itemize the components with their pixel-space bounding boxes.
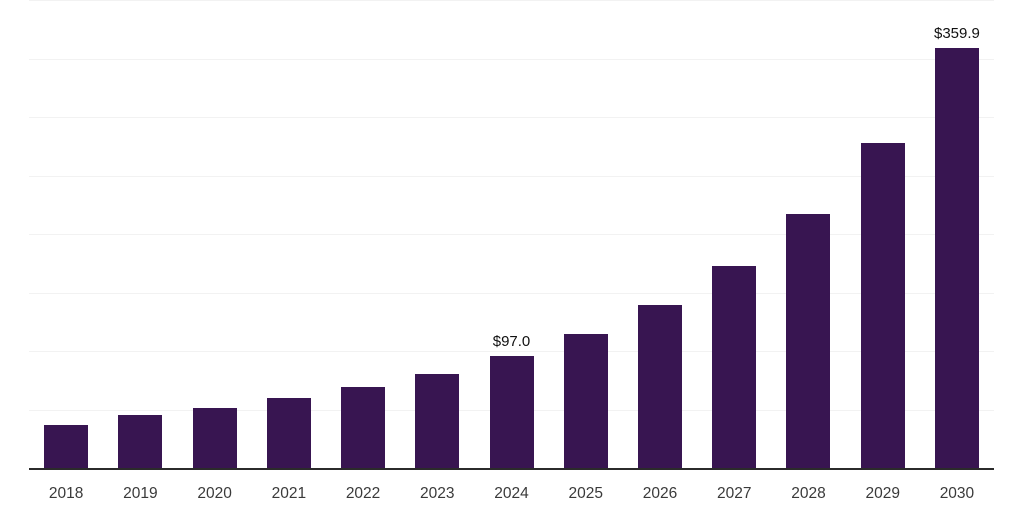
bar-slot-2020 — [177, 1, 251, 469]
bar-2025 — [563, 333, 608, 469]
bar-2029 — [860, 143, 905, 469]
x-axis-line — [29, 468, 994, 470]
bar-2021 — [266, 398, 311, 469]
data-label-2030: $359.9 — [933, 24, 980, 42]
gridline-400 — [29, 0, 994, 1]
bar-slot-2021 — [252, 1, 326, 469]
plot-area: $97.0 $359.9 — [29, 0, 994, 470]
gridline-300 — [29, 117, 994, 118]
gridline-200 — [29, 234, 994, 235]
bars-group: $97.0 $359.9 — [29, 1, 994, 469]
bar-slot-2029 — [846, 1, 920, 469]
x-tick-label-2023: 2023 — [420, 485, 455, 502]
bar-2018 — [44, 425, 89, 469]
data-label-2024: $97.0 — [492, 332, 531, 350]
bar-slot-2024: $97.0 — [474, 1, 548, 469]
x-tick-label-2022: 2022 — [345, 485, 381, 502]
bar-2028 — [786, 213, 831, 469]
bar-slot-2026 — [623, 1, 697, 469]
bar-slot-2030: $359.9 — [920, 1, 994, 469]
x-tick-label-2020: 2020 — [197, 485, 232, 502]
x-tick-label-2029: 2029 — [865, 485, 900, 502]
bar-2030 — [934, 47, 979, 469]
x-tick-label-2018: 2018 — [48, 485, 84, 502]
bar-slot-2027 — [697, 1, 771, 469]
gridline-100 — [29, 351, 994, 352]
gridline-150 — [29, 292, 994, 294]
bar-2019 — [118, 415, 163, 469]
bar-2027 — [712, 266, 757, 469]
gridline-250 — [29, 175, 994, 177]
x-tick-label-2030: 2030 — [939, 485, 975, 502]
bar-2020 — [192, 408, 237, 469]
bar-slot-2019 — [103, 1, 177, 469]
x-tick-label-2027: 2027 — [716, 485, 752, 502]
bar-2023 — [415, 374, 460, 469]
x-tick-label-2024: 2024 — [494, 485, 529, 502]
bar-2024 — [489, 355, 534, 469]
bar-2026 — [637, 305, 682, 469]
x-tick-label-2019: 2019 — [123, 485, 158, 502]
bar-slot-2022 — [326, 1, 400, 469]
bar-slot-2025 — [549, 1, 623, 469]
x-tick-label-2021: 2021 — [271, 485, 307, 502]
bar-slot-2018 — [29, 1, 103, 469]
x-tick-label-2025: 2025 — [568, 485, 603, 502]
bar-slot-2023 — [400, 1, 474, 469]
bar-2022 — [341, 387, 386, 469]
x-axis-tick-labels: 2018 2019 2020 2021 2022 2023 2024 2025 2026 2027… — [29, 470, 994, 502]
bar-slot-2028 — [771, 1, 845, 469]
x-tick-label-2026: 2026 — [642, 485, 678, 502]
x-tick-label-2028: 2028 — [791, 485, 826, 502]
gridline-350 — [29, 58, 994, 60]
